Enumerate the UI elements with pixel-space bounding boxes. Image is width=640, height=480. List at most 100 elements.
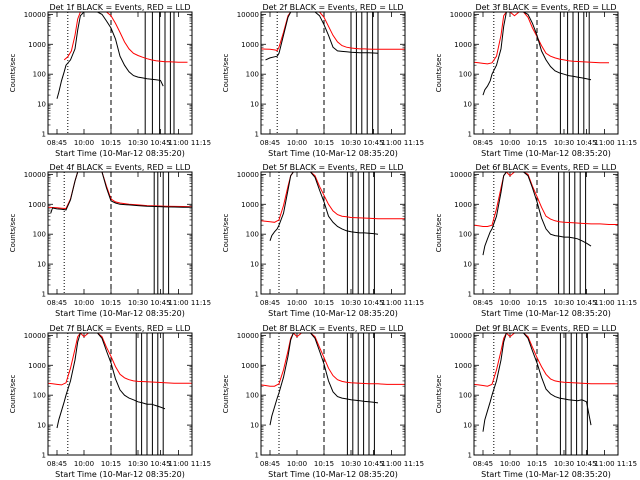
x-tick-label: 10:00 [74,460,94,468]
x-tick-label: 10:30 [341,139,361,147]
x-tick-label: 10:45 [363,460,383,468]
series-line-events [265,12,379,61]
y-tick-label: 1 [42,131,46,139]
x-tick-label: 10:30 [341,299,361,307]
series-line-lld [48,172,192,210]
x-tick-label: 08:45 [47,299,67,307]
y-tick-label: 1000 [454,201,472,209]
y-tick-label: 100 [246,231,259,239]
plot-frame [260,11,406,135]
x-tick-label: 11:00 [381,139,401,147]
x-tick-label: 11:00 [594,139,614,147]
x-tick-label: 10:30 [128,139,148,147]
y-tick-label: 1000 [28,41,46,49]
x-tick-label: 10:45 [576,299,596,307]
x-tick-label: 10:30 [128,299,148,307]
chart-panel-3: Det 3f BLACK = Events, RED = LLD Counts/s… [435,3,637,158]
chart-panel-7: Det 7f BLACK = Events, RED = LLD Counts/s… [9,324,211,479]
y-axis-label: Counts/sec [222,375,230,414]
y-tick-label: 1 [255,291,259,299]
x-tick-label: 11:00 [594,460,614,468]
x-tick-label: 10:15 [101,460,121,468]
y-tick-label: 10 [463,101,472,109]
x-tick-label: 10:45 [150,299,170,307]
series-line-lld [261,12,405,52]
y-tick-label: 1 [468,452,472,460]
x-tick-label: 11:15 [617,299,637,307]
plot-frame [47,171,193,295]
series-line-lld [474,333,618,387]
x-tick-label: 08:45 [47,460,67,468]
y-axis-label: Counts/sec [222,214,230,253]
x-tick-label: 10:30 [554,299,574,307]
x-axis-label: Start Time (10-Mar-12 08:35:20) [481,149,611,158]
x-tick-label: 10:15 [527,299,547,307]
series-line-events [269,172,379,241]
y-axis-label: Counts/sec [9,214,17,253]
y-tick-label: 10000 [24,11,46,19]
series-line-lld [474,12,609,65]
x-tick-label: 11:00 [168,460,188,468]
y-tick-label: 100 [246,71,259,79]
x-axis-label: Start Time (10-Mar-12 08:35:20) [481,309,611,318]
y-tick-label: 10000 [450,171,472,179]
chart-title: Det 7f BLACK = Events, RED = LLD [49,324,190,333]
y-tick-label: 1000 [241,41,259,49]
y-tick-label: 10 [37,101,46,109]
y-tick-label: 10 [250,101,259,109]
y-tick-label: 10 [250,422,259,430]
x-tick-label: 10:15 [527,460,547,468]
y-axis-label: Counts/sec [9,54,17,93]
y-tick-label: 10000 [237,171,259,179]
x-tick-label: 10:30 [341,460,361,468]
y-tick-label: 100 [33,392,46,400]
y-tick-label: 1 [255,452,259,460]
x-tick-label: 10:15 [527,139,547,147]
x-tick-label: 11:00 [381,460,401,468]
chart-title: Det 2f BLACK = Events, RED = LLD [262,3,403,12]
x-tick-label: 11:00 [594,299,614,307]
series-line-lld [261,172,405,223]
x-tick-label: 10:00 [500,299,520,307]
chart-panel-4: Det 4f BLACK = Events, RED = LLD Counts/s… [9,163,211,318]
x-tick-label: 10:45 [576,139,596,147]
x-tick-label: 10:00 [74,139,94,147]
y-tick-label: 10000 [237,11,259,19]
series-line-lld [261,333,405,387]
plot-frame [473,171,619,295]
y-tick-label: 1000 [241,201,259,209]
x-tick-label: 11:15 [404,139,424,147]
chart-panel-6: Det 6f BLACK = Events, RED = LLD Counts/s… [435,163,637,318]
y-tick-label: 10000 [450,11,472,19]
chart-title: Det 6f BLACK = Events, RED = LLD [475,163,616,172]
y-tick-label: 100 [246,392,259,400]
series-line-events [482,333,592,432]
y-tick-label: 100 [33,71,46,79]
series-line-lld [474,172,618,227]
x-tick-label: 08:45 [47,139,67,147]
y-axis-label: Counts/sec [435,375,443,414]
x-tick-label: 11:00 [168,299,188,307]
y-tick-label: 10 [37,422,46,430]
x-tick-label: 10:00 [287,460,307,468]
y-tick-label: 100 [33,231,46,239]
x-tick-label: 11:15 [617,460,637,468]
y-tick-label: 1000 [28,201,46,209]
y-axis-label: Counts/sec [9,375,17,414]
x-tick-label: 10:45 [150,139,170,147]
chart-panel-8: Det 8f BLACK = Events, RED = LLD Counts/s… [222,324,424,479]
x-tick-label: 10:15 [101,139,121,147]
chart-title: Det 5f BLACK = Events, RED = LLD [262,163,403,172]
x-tick-label: 10:45 [363,299,383,307]
series-line-events [50,172,192,214]
x-tick-label: 10:00 [74,299,94,307]
y-axis-label: Counts/sec [435,54,443,93]
x-tick-label: 11:15 [404,460,424,468]
y-axis-label: Counts/sec [222,54,230,93]
x-tick-label: 10:00 [500,139,520,147]
chart-title: Det 3f BLACK = Events, RED = LLD [475,3,616,12]
x-tick-label: 11:15 [191,460,211,468]
y-tick-label: 100 [459,71,472,79]
x-axis-label: Start Time (10-Mar-12 08:35:20) [55,309,185,318]
x-tick-label: 10:30 [554,139,574,147]
